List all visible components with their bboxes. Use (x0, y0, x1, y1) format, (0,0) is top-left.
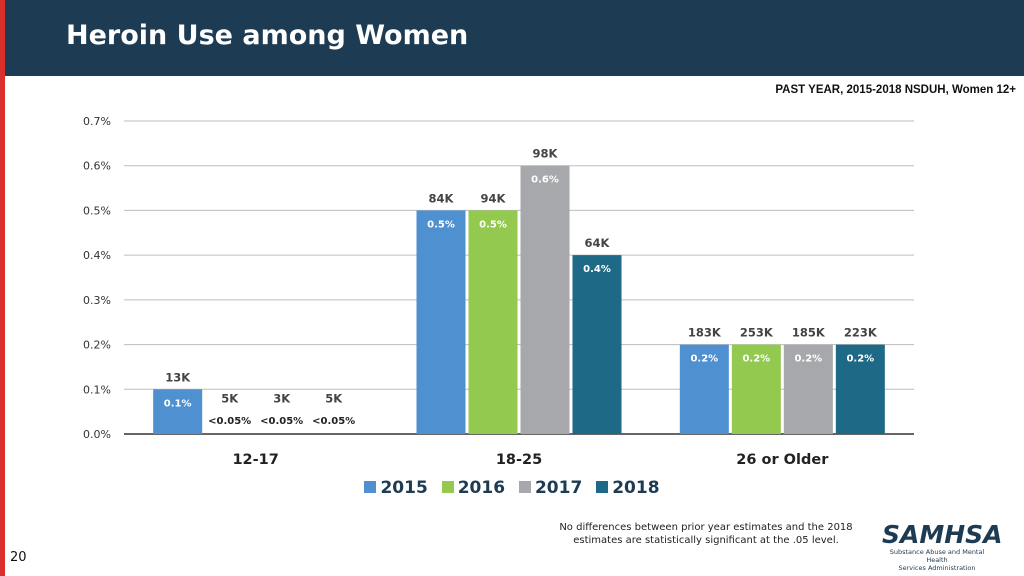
percent-label: <0.05% (260, 416, 303, 427)
legend-swatch (441, 481, 454, 493)
count-label: 183K (688, 326, 722, 340)
count-label: 5K (325, 392, 343, 406)
percent-label: 0.2% (846, 354, 874, 365)
percent-label: 0.1% (164, 398, 192, 409)
left-accent-stripe (0, 0, 5, 576)
y-tick-label: 0.7% (83, 115, 111, 128)
bar (783, 344, 833, 434)
chart-legend: 2015 2016 2017 2018 (0, 478, 1024, 498)
legend-item-2016: 2016 (441, 478, 506, 498)
percent-label: 0.6% (531, 175, 559, 186)
count-label: 5K (221, 392, 239, 406)
bar (679, 344, 729, 434)
bar (468, 210, 518, 434)
y-tick-label: 0.6% (83, 160, 111, 173)
legend-swatch (364, 481, 377, 493)
percent-label: 0.5% (479, 219, 507, 230)
x-tick-label: 26 or Older (736, 452, 829, 468)
x-tick-label: 18-25 (496, 452, 542, 468)
bar (153, 389, 203, 434)
footnote: No differences between prior year estima… (556, 521, 856, 547)
legend-item-2018: 2018 (596, 478, 660, 498)
count-label: 64K (585, 236, 611, 250)
bar (416, 210, 466, 434)
percent-label: 0.2% (742, 354, 770, 365)
legend-swatch (518, 481, 531, 493)
bar (835, 344, 885, 434)
legend-item-2017: 2017 (518, 478, 583, 498)
y-tick-label: 0.5% (83, 204, 111, 217)
count-label: 185K (792, 326, 826, 340)
y-tick-label: 0.2% (83, 339, 111, 352)
count-label: 84K (429, 191, 455, 205)
legend-swatch (596, 481, 609, 493)
legend-label: 2017 (534, 478, 583, 498)
percent-label: <0.05% (208, 416, 251, 427)
legend-label: 2015 (380, 478, 428, 498)
legend-item-2015: 2015 (364, 478, 428, 498)
samhsa-logo: SAMHSA Substance Abuse and Mental Health… (882, 520, 1003, 573)
x-tick-label: 12-17 (232, 452, 278, 468)
chart-subtitle: PAST YEAR, 2015-2018 NSDUH, Women 12+ (775, 84, 1016, 96)
header-bar: Heroin Use among Women (5, 0, 1024, 76)
bar (520, 165, 570, 434)
footnote-line: No differences between prior year estima… (559, 522, 853, 533)
count-label: 253K (740, 326, 774, 340)
y-tick-label: 0.1% (83, 383, 111, 396)
bar (572, 255, 622, 434)
percent-label: 0.5% (427, 219, 455, 230)
y-tick-label: 0.3% (83, 294, 111, 307)
y-tick-label: 0.0% (83, 428, 111, 441)
logo-tagline: Substance Abuse and Mental Health (889, 548, 985, 564)
count-label: 98K (533, 147, 559, 161)
percent-label: 0.2% (794, 354, 822, 365)
logo-tagline: Services Administration (898, 564, 976, 572)
count-label: 223K (844, 326, 878, 340)
legend-label: 2016 (457, 478, 506, 498)
footnote-line: estimates are statistically significant … (573, 535, 839, 546)
percent-label: 0.2% (690, 354, 718, 365)
y-tick-label: 0.4% (83, 249, 111, 262)
count-label: 3K (273, 392, 291, 406)
page-number: 20 (10, 550, 27, 565)
bar (731, 344, 781, 434)
count-label: 94K (481, 191, 507, 205)
percent-label: <0.05% (312, 416, 355, 427)
legend-label: 2018 (612, 478, 660, 498)
page-title: Heroin Use among Women (66, 20, 469, 51)
logo-wordmark: SAMHSA (882, 520, 1003, 549)
percent-label: 0.4% (583, 264, 611, 275)
count-label: 13K (165, 370, 191, 384)
